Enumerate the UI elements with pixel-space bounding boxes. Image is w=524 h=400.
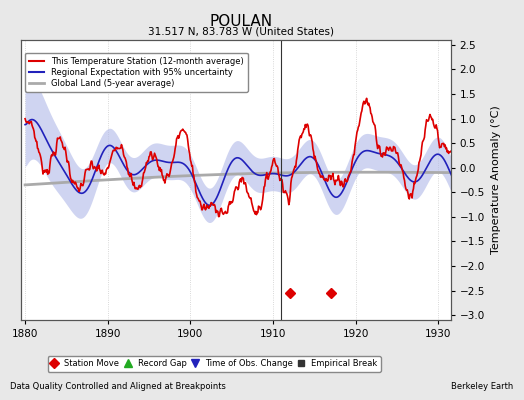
Text: 31.517 N, 83.783 W (United States): 31.517 N, 83.783 W (United States) (148, 26, 334, 36)
Legend: Station Move, Record Gap, Time of Obs. Change, Empirical Break: Station Move, Record Gap, Time of Obs. C… (48, 356, 381, 372)
Text: POULAN: POULAN (210, 14, 272, 29)
Text: Data Quality Controlled and Aligned at Breakpoints: Data Quality Controlled and Aligned at B… (10, 382, 226, 391)
Text: Berkeley Earth: Berkeley Earth (451, 382, 514, 391)
Y-axis label: Temperature Anomaly (°C): Temperature Anomaly (°C) (490, 106, 500, 254)
